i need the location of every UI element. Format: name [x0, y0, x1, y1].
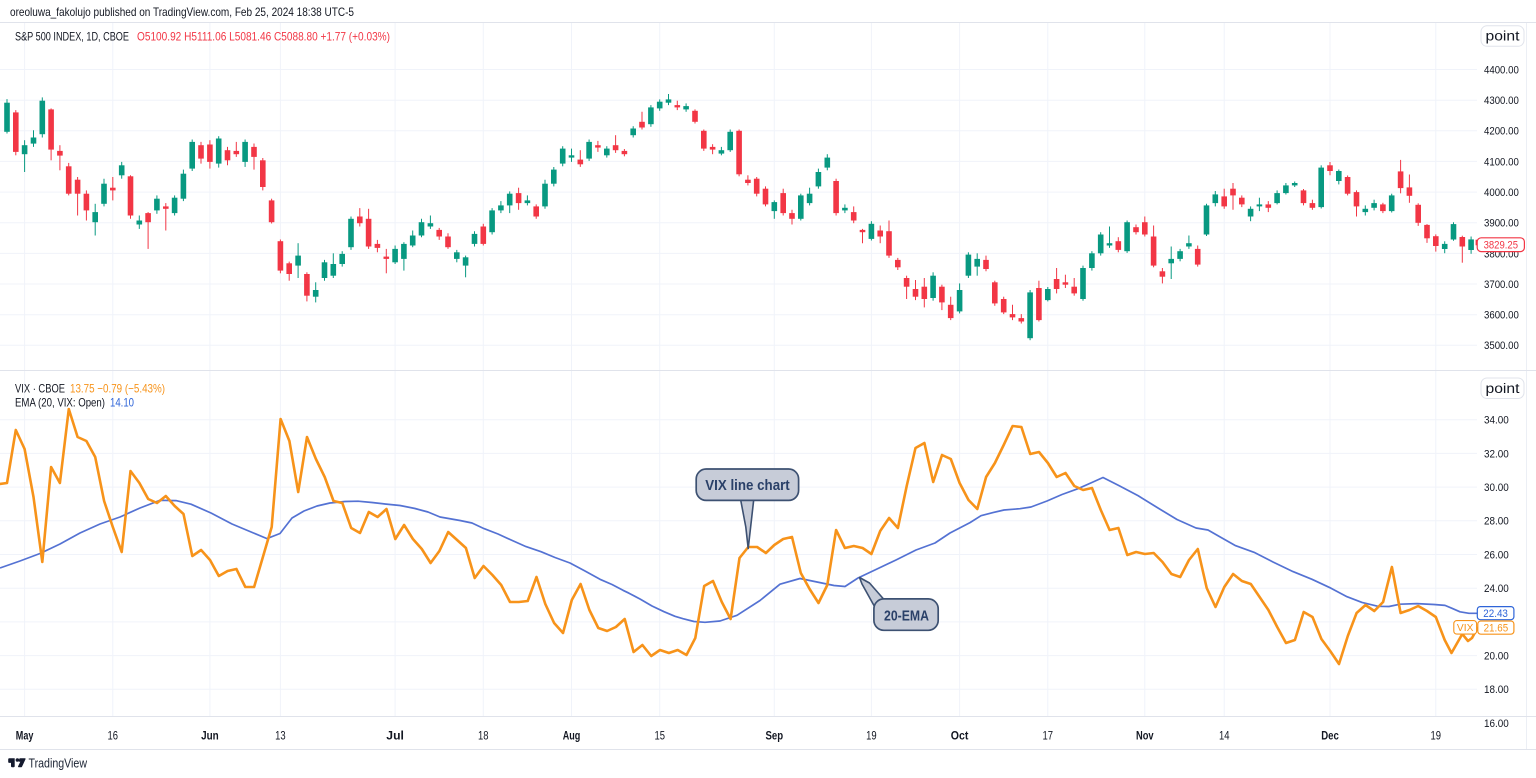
svg-text:13: 13	[275, 731, 286, 743]
svg-text:21.65: 21.65	[1484, 623, 1509, 635]
svg-text:Dec: Dec	[1321, 731, 1339, 743]
svg-text:24.00: 24.00	[1484, 583, 1509, 595]
svg-text:16: 16	[108, 731, 119, 743]
svg-text:VIX: VIX	[1457, 623, 1474, 634]
svg-text:14: 14	[1219, 731, 1230, 743]
svg-text:Sep: Sep	[766, 731, 784, 743]
svg-text:4000.00: 4000.00	[1484, 187, 1519, 199]
svg-text:18: 18	[478, 731, 489, 743]
svg-text:3600.00: 3600.00	[1484, 310, 1519, 322]
svg-text:Oct: Oct	[951, 731, 969, 743]
svg-text:May: May	[16, 731, 34, 743]
svg-text:30.00: 30.00	[1484, 482, 1509, 494]
svg-text:3900.00: 3900.00	[1484, 218, 1519, 230]
svg-text:4200.00: 4200.00	[1484, 126, 1519, 138]
svg-text:19: 19	[1431, 731, 1442, 743]
svg-text:point: point	[1486, 381, 1520, 396]
svg-text:Jun: Jun	[201, 731, 219, 743]
svg-text:34.00: 34.00	[1484, 415, 1509, 427]
svg-text:Jul: Jul	[386, 731, 404, 743]
svg-text:3829.25: 3829.25	[1484, 240, 1518, 252]
svg-text:O5100.92 H5111.06 L5081.46: O5100.92 H5111.06 L5081.46 C5088.80 +1.7…	[137, 30, 390, 44]
svg-text:VIX · CBOE: VIX · CBOE	[15, 381, 65, 395]
svg-text:15: 15	[654, 731, 665, 743]
svg-text:VIX line chart: VIX line chart	[705, 477, 790, 494]
svg-text:Nov: Nov	[1136, 731, 1154, 743]
svg-text:4300.00: 4300.00	[1484, 95, 1519, 107]
svg-text:19: 19	[866, 731, 877, 743]
svg-text:point: point	[1486, 29, 1520, 44]
svg-text:oreoluwa_fakolujo published on: oreoluwa_fakolujo published on TradingVi…	[10, 5, 354, 19]
svg-text:32.00: 32.00	[1484, 448, 1509, 460]
svg-text:28.00: 28.00	[1484, 516, 1509, 528]
svg-text:4400.00: 4400.00	[1484, 64, 1519, 76]
svg-text:17: 17	[1043, 731, 1054, 743]
svg-text:TradingView: TradingView	[29, 755, 88, 770]
svg-text:13.75 −0.79 (−5.43%): 13.75 −0.79 (−5.43%)	[70, 381, 165, 395]
svg-text:S&P 500 INDEX, 1D, CBOE: S&P 500 INDEX, 1D, CBOE	[15, 30, 129, 44]
svg-text:14.10: 14.10	[110, 395, 134, 409]
svg-text:20-EMA: 20-EMA	[884, 607, 929, 624]
svg-text:Aug: Aug	[563, 731, 581, 743]
svg-text:22.43: 22.43	[1483, 608, 1508, 620]
svg-text:18.00: 18.00	[1484, 684, 1509, 696]
svg-text:26.00: 26.00	[1484, 549, 1509, 561]
svg-text:4100.00: 4100.00	[1484, 156, 1519, 168]
svg-text:16.00: 16.00	[1484, 718, 1509, 730]
svg-text:3500.00: 3500.00	[1484, 340, 1519, 352]
svg-text:EMA (20, VIX: Open): EMA (20, VIX: Open)	[15, 395, 105, 409]
svg-text:3700.00: 3700.00	[1484, 279, 1519, 291]
svg-text:20.00: 20.00	[1484, 651, 1509, 663]
